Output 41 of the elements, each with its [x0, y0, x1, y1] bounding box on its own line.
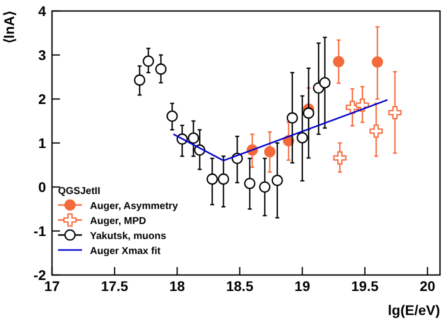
point [296, 132, 308, 144]
legend-label: Auger, Asymmetry [90, 201, 178, 212]
y-tick-label: 4 [38, 3, 46, 19]
point [333, 151, 347, 165]
legend-title: QGSJetII [58, 186, 100, 197]
point [302, 107, 314, 119]
y-tick-label: 3 [38, 47, 46, 63]
point [332, 56, 344, 68]
point [155, 63, 167, 75]
point [372, 56, 384, 68]
point [272, 174, 283, 186]
legend-label: Auger, MPD [90, 216, 146, 227]
point [218, 173, 230, 185]
point [206, 173, 218, 185]
y-tick-label: 1 [38, 135, 46, 151]
y-tick-label: 2 [38, 91, 46, 107]
x-tick-label: 18.5 [226, 278, 254, 294]
legend-label: Yakutsk, muons [90, 231, 167, 242]
x-axis-title: lg(E/eV) [388, 302, 440, 318]
point [166, 110, 178, 122]
point [188, 132, 200, 144]
point [319, 77, 330, 88]
x-tick-label: 19.5 [351, 278, 379, 294]
point [142, 56, 154, 67]
y-tick-label: -2 [34, 267, 46, 283]
x-tick-label: 17.5 [100, 278, 128, 294]
y-tick-label: 0 [38, 179, 46, 195]
point [286, 112, 298, 124]
point [264, 146, 276, 158]
point [134, 74, 146, 86]
x-tick-label: 18 [169, 278, 186, 294]
legend-label: Auger Xmax fit [90, 246, 162, 257]
y-tick-label: -1 [34, 223, 46, 239]
x-tick-label: 19 [294, 278, 310, 294]
point [259, 181, 270, 193]
x-tick-label: 20 [420, 278, 436, 294]
x-tick-label: 17 [44, 278, 60, 294]
y-axis-title: ⟨lnA⟩ [1, 11, 17, 44]
point [388, 106, 402, 120]
point [244, 178, 256, 190]
point [370, 124, 383, 138]
